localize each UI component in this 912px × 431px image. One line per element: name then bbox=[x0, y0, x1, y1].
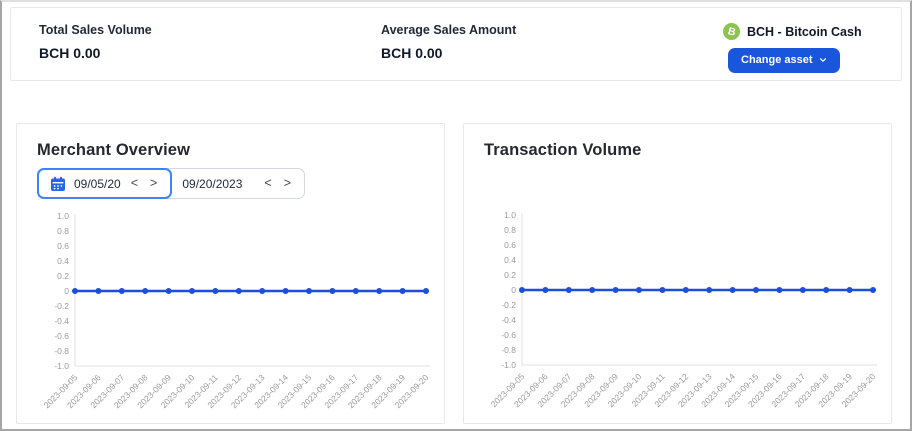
date-range-picker: 09/05/20 < > 09/20/2023 < > bbox=[37, 168, 306, 199]
chevron-down-icon bbox=[819, 58, 826, 62]
svg-text:-0.2: -0.2 bbox=[501, 300, 516, 310]
svg-text:-0.6: -0.6 bbox=[501, 330, 516, 340]
end-date-prev-button[interactable]: < bbox=[264, 176, 272, 191]
stats-topbar: Total Sales Volume BCH 0.00 Average Sale… bbox=[10, 7, 902, 81]
svg-text:-1.0: -1.0 bbox=[501, 360, 516, 370]
average-sales-label: Average Sales Amount bbox=[381, 23, 517, 37]
change-asset-button[interactable]: Change asset bbox=[728, 48, 840, 73]
svg-text:0.8: 0.8 bbox=[504, 225, 516, 235]
svg-text:-0.4: -0.4 bbox=[501, 315, 516, 325]
end-date-value[interactable]: 09/20/2023 bbox=[182, 176, 243, 191]
svg-text:0.6: 0.6 bbox=[57, 241, 69, 251]
transaction-volume-panel: Transaction Volume 1.0 0.8 0.6 0.4 0.2 0 -0.2 -… bbox=[463, 123, 892, 424]
svg-text:0.8: 0.8 bbox=[57, 226, 69, 236]
total-sales-label: Total Sales Volume bbox=[39, 23, 152, 37]
svg-text:-0.2: -0.2 bbox=[54, 301, 69, 311]
bitcoin-cash-icon: B bbox=[723, 23, 740, 40]
total-sales-value: BCH 0.00 bbox=[39, 45, 101, 61]
start-date-segment: 09/05/20 < > bbox=[37, 168, 173, 199]
average-sales-stat: Average Sales Amount BCH 0.00 bbox=[381, 23, 723, 61]
svg-text:0.6: 0.6 bbox=[504, 240, 516, 250]
svg-text:-1.0: -1.0 bbox=[54, 361, 69, 371]
panels-row: Merchant Overview 09/05/20 bbox=[16, 123, 892, 424]
end-date-segment: 09/20/2023 < > bbox=[171, 169, 304, 198]
merchant-overview-chart: 1.0 0.8 0.6 0.4 0.2 0 -0.2 -0.4 -0.6 -0.8 -1.0 2023… bbox=[37, 208, 431, 414]
svg-text:-0.8: -0.8 bbox=[54, 346, 69, 356]
svg-text:1.0: 1.0 bbox=[504, 210, 516, 220]
merchant-overview-panel: Merchant Overview 09/05/20 bbox=[16, 123, 445, 424]
average-sales-value: BCH 0.00 bbox=[381, 45, 443, 61]
asset-row: B BCH - Bitcoin Cash bbox=[723, 23, 862, 40]
start-date-next-button[interactable]: > bbox=[150, 176, 158, 191]
start-date-value[interactable]: 09/05/20 bbox=[74, 176, 121, 191]
svg-text:0.4: 0.4 bbox=[57, 256, 69, 266]
start-date-prev-button[interactable]: < bbox=[130, 176, 139, 191]
svg-text:-0.4: -0.4 bbox=[54, 316, 69, 326]
end-date-next-button[interactable]: > bbox=[283, 176, 292, 191]
calendar-icon[interactable] bbox=[50, 176, 66, 192]
svg-text:0.4: 0.4 bbox=[504, 255, 516, 265]
asset-block: B BCH - Bitcoin Cash Change asset bbox=[723, 23, 873, 73]
transaction-volume-chart: 1.0 0.8 0.6 0.4 0.2 0 -0.2 -0.4 -0.6 -0.8 -1.0 2023… bbox=[484, 207, 878, 413]
change-asset-label: Change asset bbox=[741, 54, 813, 66]
svg-text:1.0: 1.0 bbox=[57, 211, 69, 221]
svg-text:-0.6: -0.6 bbox=[54, 331, 69, 341]
transaction-volume-title: Transaction Volume bbox=[484, 141, 642, 159]
total-sales-stat: Total Sales Volume BCH 0.00 bbox=[39, 23, 381, 61]
svg-text:0.2: 0.2 bbox=[504, 270, 516, 280]
svg-text:-0.8: -0.8 bbox=[501, 345, 516, 355]
svg-text:0: 0 bbox=[511, 285, 516, 295]
asset-name: BCH - Bitcoin Cash bbox=[747, 24, 862, 39]
svg-text:0: 0 bbox=[64, 286, 69, 296]
svg-text:0.2: 0.2 bbox=[57, 271, 69, 281]
merchant-overview-title: Merchant Overview bbox=[37, 141, 191, 159]
